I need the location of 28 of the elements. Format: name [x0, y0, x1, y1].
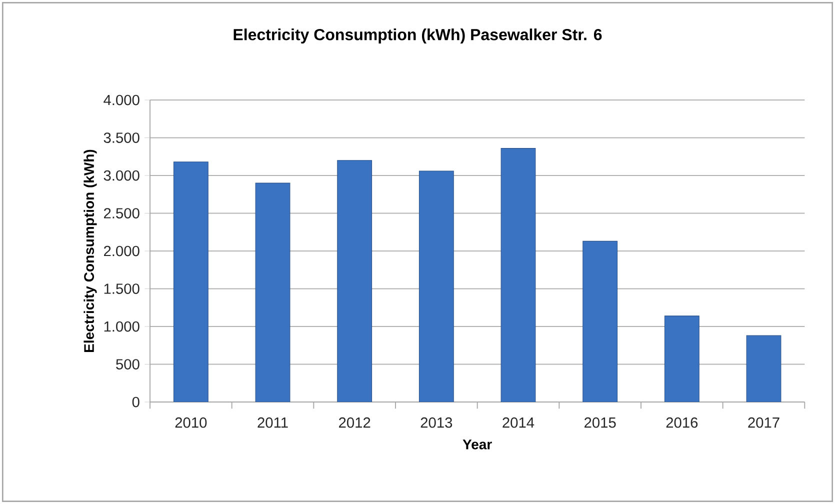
bar	[746, 335, 782, 402]
y-tick-label: 4.000	[104, 94, 140, 106]
x-tick-label: 2017	[748, 417, 780, 428]
chart-title: Electricity Consumption (kWh) Pasewalker Str. 6	[234, 28, 602, 44]
y-tick-label: 500	[116, 359, 140, 370]
y-tick-label: 0	[132, 396, 140, 408]
bar	[582, 240, 618, 402]
y-axis-title: Electricity Consumption (kWh)	[84, 150, 97, 352]
x-tick-label: 2012	[339, 417, 370, 428]
bar	[337, 160, 372, 402]
bar	[255, 182, 290, 402]
bar	[418, 170, 454, 402]
x-tick-label: 2010	[175, 417, 207, 428]
x-axis-title: Year	[462, 440, 492, 450]
y-tick-label: 3.500	[104, 132, 140, 143]
x-tick-label: 2013	[420, 417, 452, 428]
bar	[173, 162, 208, 402]
y-tick-label: 1.500	[104, 284, 140, 294]
y-tick-label: 2.000	[104, 246, 140, 256]
y-tick-label: 2.500	[104, 208, 140, 218]
bar	[664, 316, 700, 402]
x-tick-label: 2011	[258, 417, 288, 428]
x-tick-label: 2014	[502, 417, 534, 428]
y-tick-label: 1.000	[104, 321, 140, 332]
y-tick-label: 3.000	[104, 170, 140, 181]
x-tick-label: 2016	[666, 417, 698, 428]
bar	[500, 148, 536, 402]
x-tick-label: 2015	[584, 417, 616, 428]
